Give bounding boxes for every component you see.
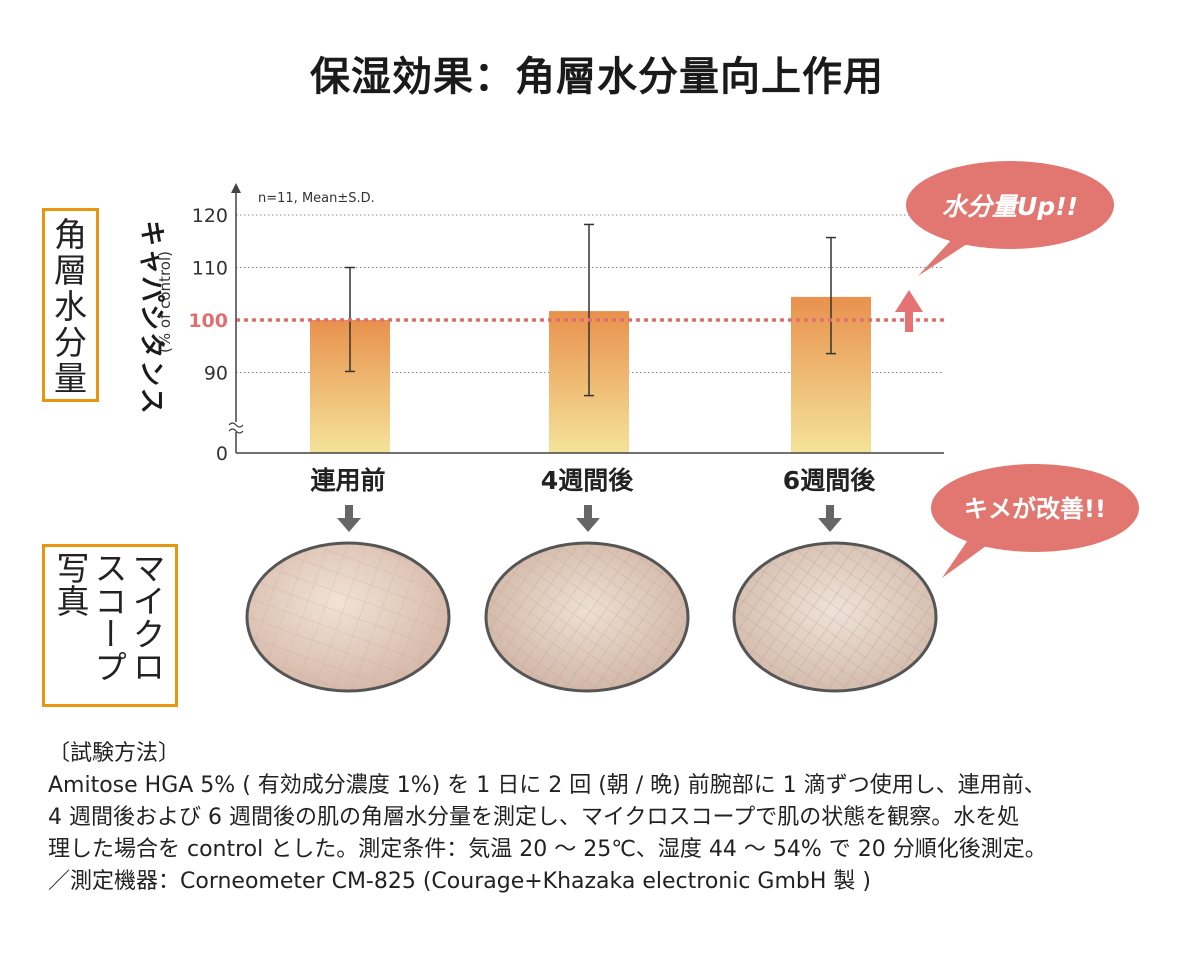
method-line: 理した場合を control とした。測定条件：気温 20 ～ 25℃、湿度 4… (48, 837, 1047, 862)
down-arrow-icon (337, 505, 361, 532)
method-line: 4 週間後および 6 週間後の肌の角層水分量を測定し、マイクロスコープで肌の状態… (48, 805, 1020, 830)
moisture-label: 角 層 水 分 量 (54, 215, 87, 398)
y-axis-unit: (% of control) (156, 251, 174, 353)
axis-break-icon (228, 428, 244, 434)
x-category-label: 4週間後 (541, 466, 634, 495)
y-axis-unit-text: (% of control) (156, 251, 174, 353)
y-tick-label: 0 (216, 443, 228, 465)
skin-photo-6-weeks (732, 541, 938, 693)
y-axis-title: キャパシタンス (136, 220, 166, 415)
x-category-labels: 連用前 4週間後 6週間後 (310, 466, 876, 495)
callout-moisture-text: 水分量Up!! (942, 192, 1078, 221)
y-tick-label: 100 (188, 310, 228, 332)
axis-break-icon (228, 422, 244, 428)
axes (228, 183, 944, 454)
page-title: 保湿効果：角層水分量向上作用 (310, 54, 884, 100)
microscope-label-line: マイクロ (127, 551, 166, 683)
skin-photo-before (245, 541, 451, 693)
method-heading: 〔試験方法〕 (48, 741, 181, 766)
callout-texture-text: キメが改善!! (964, 495, 1106, 523)
y-tick-label: 90 (204, 363, 228, 385)
moisture-label-box: 角 層 水 分 量 (42, 208, 99, 402)
down-arrows (337, 505, 842, 532)
microscope-label-line: 写真 (51, 551, 90, 617)
moisture-bar-chart: 0 90 100 110 120 連用前 4週間後 6週間後 n=11, Mean±S.D.… (136, 161, 1139, 693)
y-axis-arrow-icon (231, 183, 241, 193)
skin-photo-4-weeks (484, 541, 690, 693)
y-tick-label: 110 (192, 258, 228, 280)
x-category-label: 連用前 (310, 466, 385, 495)
axis-break-gap (230, 422, 242, 432)
method-line: Amitose HGA 5% ( 有効成分濃度 1%) を 1 日に 2 回 (… (48, 773, 1046, 798)
callout-moisture-up: 水分量Up!! (906, 161, 1114, 276)
sample-annotation: n=11, Mean±S.D. (258, 191, 375, 206)
x-category-label: 6週間後 (783, 466, 876, 495)
y-tick-labels: 0 90 100 110 120 (188, 205, 228, 465)
y-axis-label: キャパシタンス (136, 220, 166, 415)
microscope-label-box: マイクロ スコープ 写真 (42, 544, 178, 707)
microscope-label-line: スコープ (89, 551, 128, 683)
down-arrow-icon (818, 505, 842, 532)
down-arrow-icon (576, 505, 600, 532)
up-arrow-icon (895, 290, 923, 332)
y-tick-label: 120 (192, 205, 228, 227)
callout-texture-improved: キメが改善!! (931, 464, 1139, 578)
method-line: ／測定機器：Corneometer CM-825 (Courage+Khazak… (48, 869, 871, 894)
test-method: 〔試験方法〕 Amitose HGA 5% ( 有効成分濃度 1%) を 1 日… (48, 738, 1158, 898)
